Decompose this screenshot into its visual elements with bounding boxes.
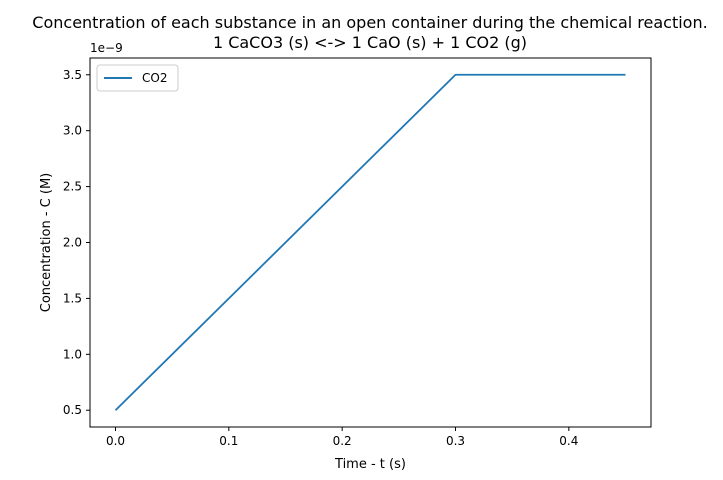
y-tick-label: 2.0 <box>63 236 82 250</box>
y-axis-label: Concentration - C (M) <box>39 173 54 313</box>
y-tick-label: 1.0 <box>63 347 82 361</box>
x-axis-label: Time - t (s) <box>334 457 406 472</box>
x-tick-label: 0.0 <box>106 434 125 448</box>
plot-frame <box>89 57 652 428</box>
plot-area: 0.0 0.1 0.2 0.3 0.4 0.5 1.0 1.5 2.0 2.5 3.0 3.5 <box>63 68 626 448</box>
y-tick-label: 3.0 <box>63 124 82 138</box>
chart-subtitle: 1 CaCO3 (s) <-> 1 CaO (s) + 1 CO2 (g) <box>213 33 527 52</box>
series-line-co2 <box>114 73 626 411</box>
y-offset-label: 1e−9 <box>90 41 123 55</box>
legend-box <box>96 64 179 92</box>
x-tick-label: 0.4 <box>559 434 578 448</box>
y-tick-label: 2.5 <box>63 180 82 194</box>
x-tick-label: 0.3 <box>446 434 465 448</box>
y-tick-label: 3.5 <box>63 68 82 82</box>
x-tick-label: 0.1 <box>219 434 238 448</box>
legend: CO2 <box>96 64 179 92</box>
y-tick-label: 0.5 <box>63 403 82 417</box>
y-tick-label: 1.5 <box>63 291 82 305</box>
legend-label-co2: CO2 <box>142 71 167 85</box>
x-tick-label: 0.2 <box>333 434 352 448</box>
chart-title: Concentration of each substance in an op… <box>32 13 707 32</box>
